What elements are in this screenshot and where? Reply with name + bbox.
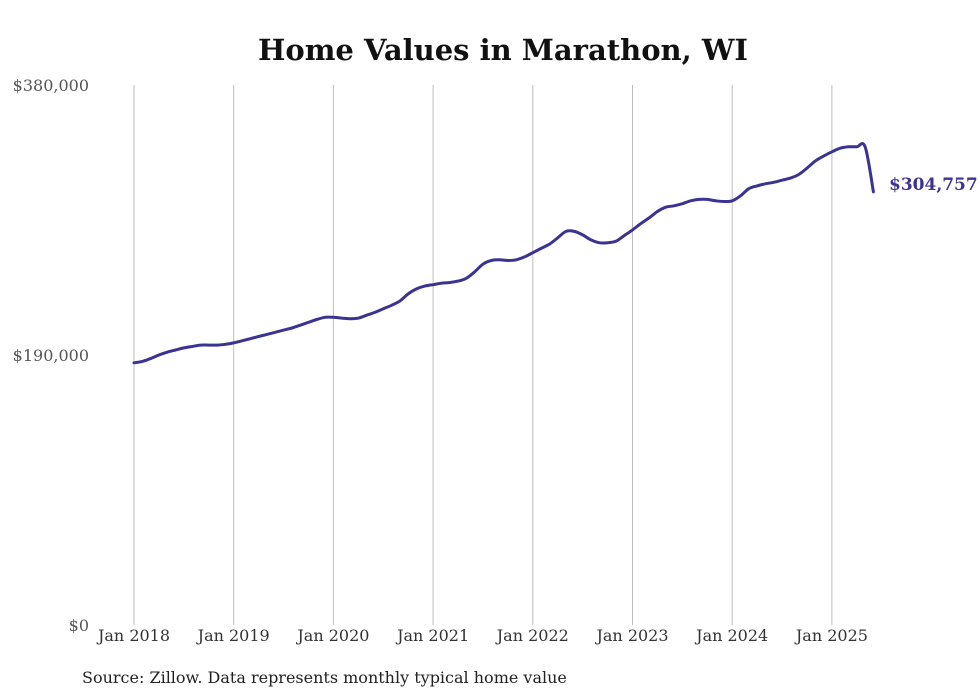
x-tick-label: Jan 2025 — [794, 626, 868, 645]
chart-title: Home Values in Marathon, WI — [258, 33, 748, 67]
end-value-label: $304,757 — [889, 175, 978, 195]
y-tick-label: $0 — [69, 616, 89, 635]
x-tick-label: Jan 2022 — [495, 626, 569, 645]
x-axis-ticks: Jan 2018 Jan 2019 Jan 2020 Jan 2021 Jan 2022… — [96, 626, 868, 645]
x-tick-label: Jan 2020 — [295, 626, 369, 645]
x-tick-label: Jan 2019 — [196, 626, 270, 645]
y-axis-ticks: $0 $190,000 $380,000 — [13, 76, 89, 635]
gridlines — [133, 85, 833, 625]
x-tick-label: Jan 2018 — [96, 626, 170, 645]
y-tick-label: $380,000 — [13, 76, 89, 95]
x-tick-label: Jan 2021 — [395, 626, 469, 645]
source-note: Source: Zillow. Data represents monthly … — [82, 668, 567, 687]
x-tick-label: Jan 2023 — [594, 626, 668, 645]
x-tick-label: Jan 2024 — [694, 626, 768, 645]
y-tick-label: $190,000 — [13, 346, 89, 365]
series-line-home-value — [132, 142, 875, 365]
